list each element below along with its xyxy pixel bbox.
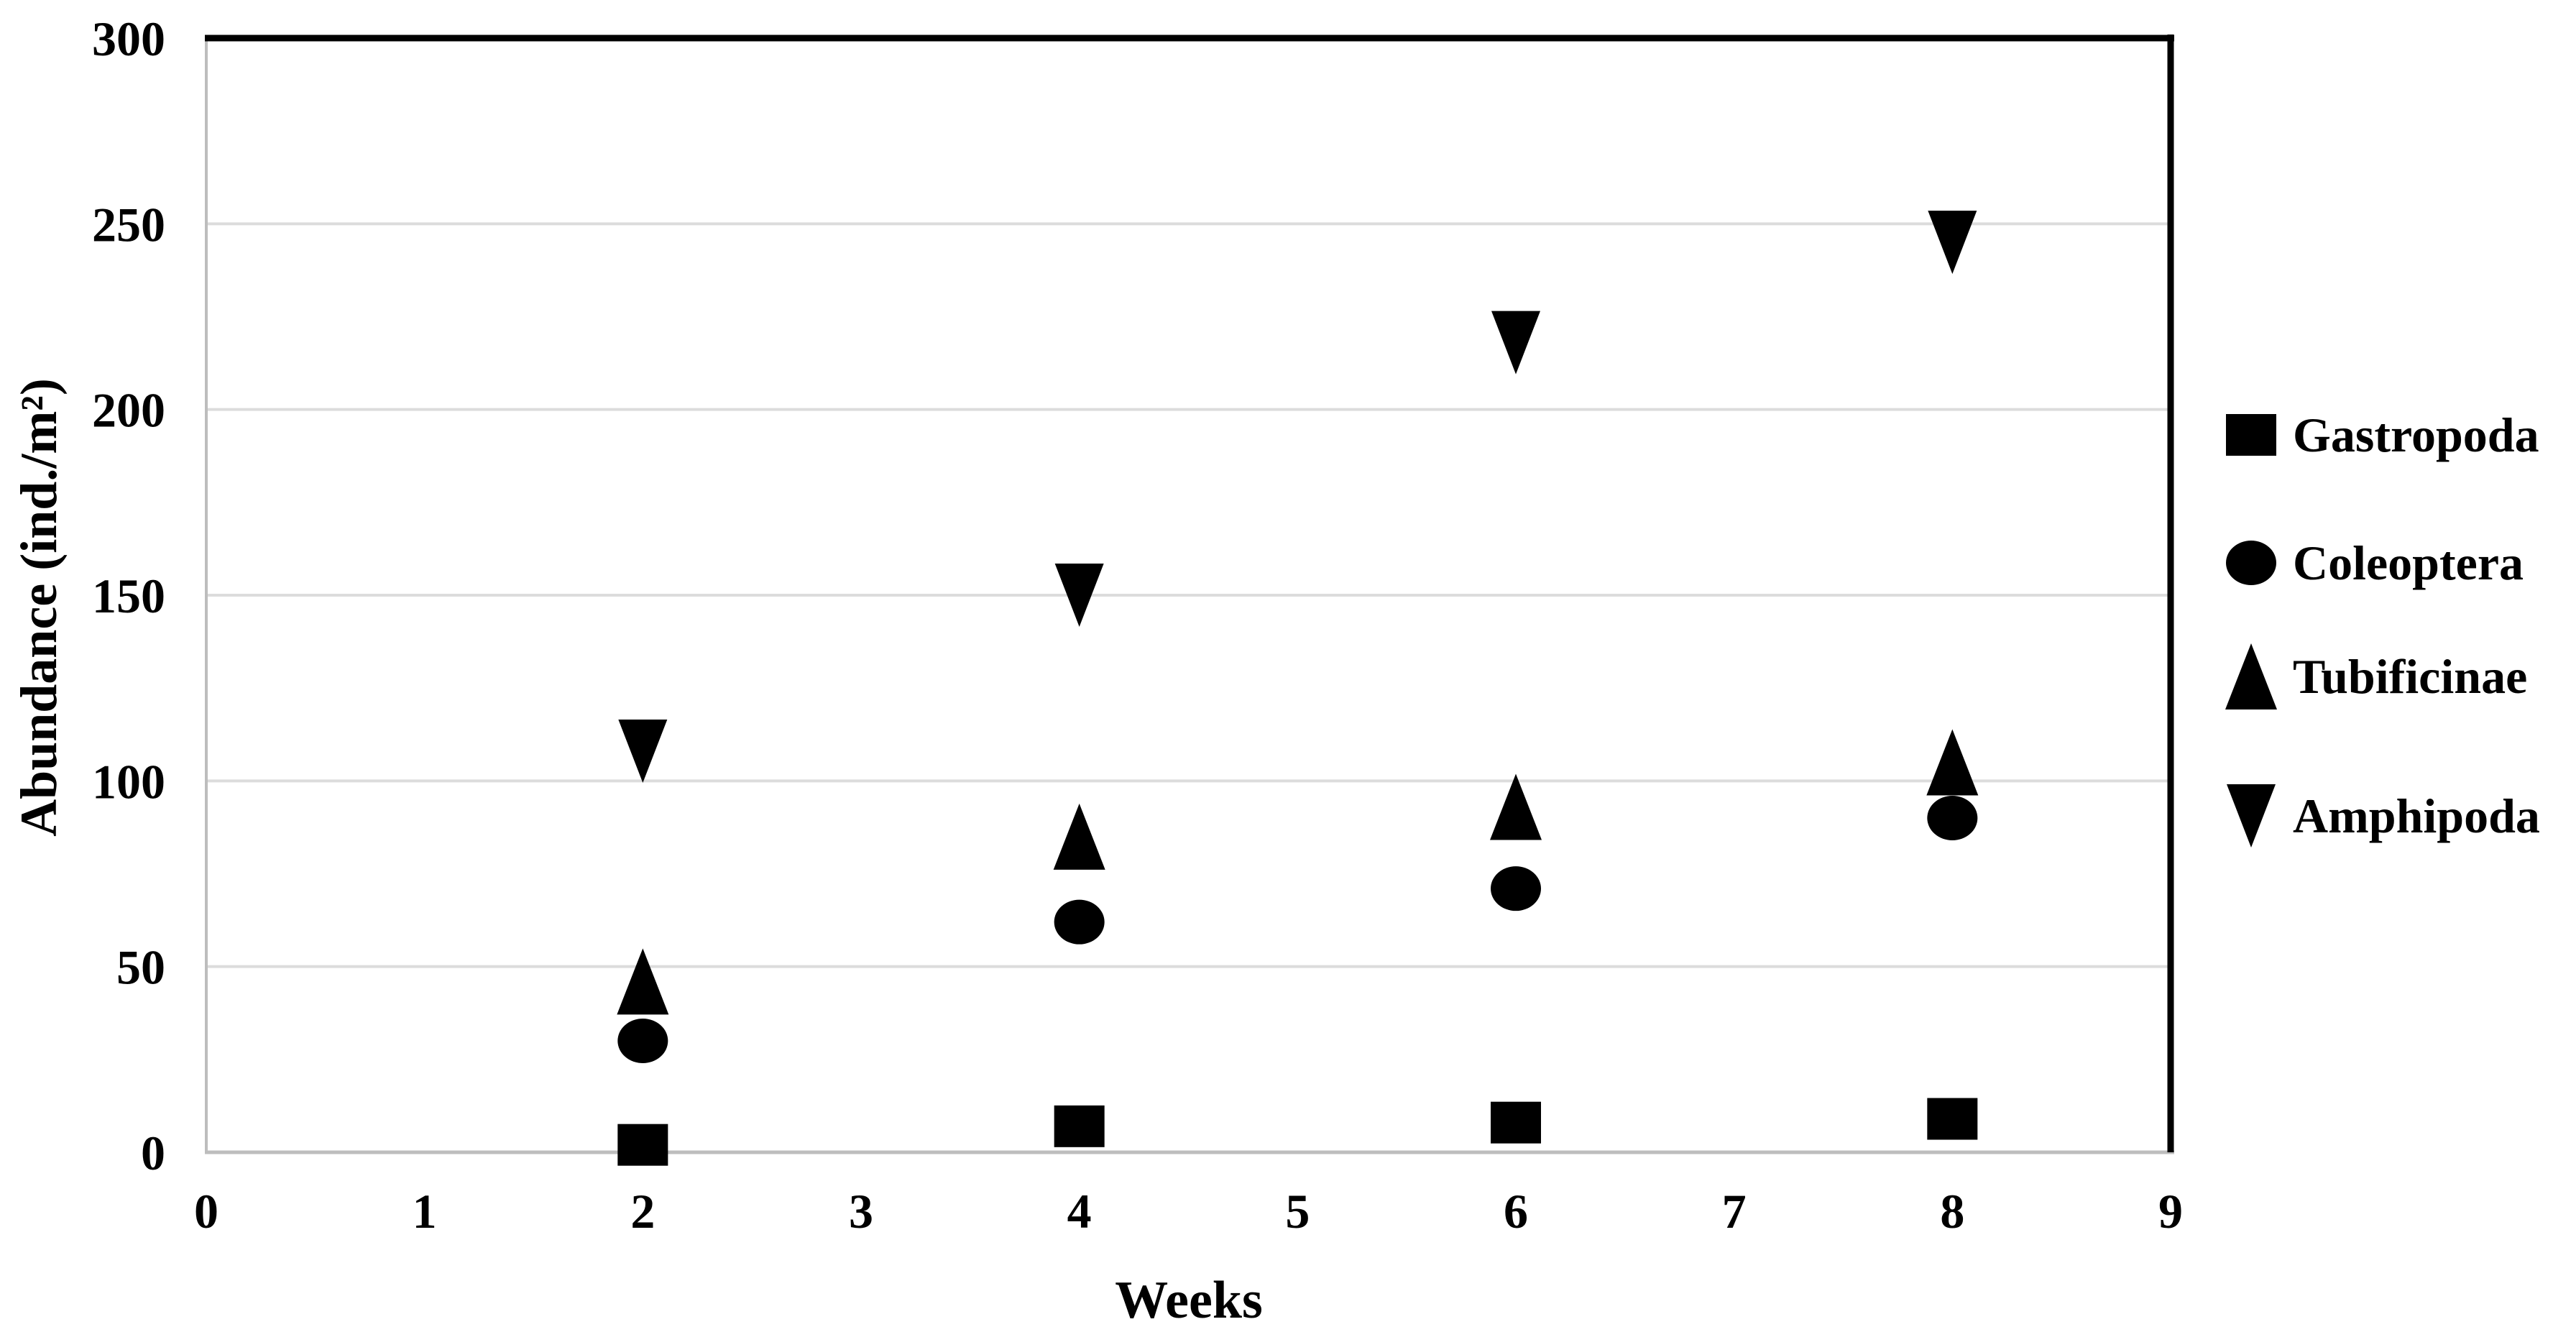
data-point-tubificinae-week-6 (1490, 773, 1542, 840)
triangle-down-marker-icon (2227, 784, 2276, 848)
y-tick-label-100: 100 (92, 754, 165, 809)
legend-label-coleoptera: Coleoptera (2293, 535, 2524, 590)
data-point-tubificinae-week-2 (617, 948, 669, 1015)
x-tick-label-6: 6 (1504, 1184, 1528, 1239)
x-tick-label-0: 0 (194, 1184, 218, 1239)
data-point-tubificinae-week-8 (1926, 729, 1979, 796)
x-axis-title: Weeks (1115, 1271, 1263, 1330)
y-tick-label-250: 250 (92, 197, 165, 252)
x-tick-label-1: 1 (413, 1184, 437, 1239)
x-tick-label-2: 2 (630, 1184, 655, 1239)
data-point-coleoptera-week-2 (617, 1019, 668, 1063)
y-axis-title: Abundance (ind./m²) (10, 378, 68, 837)
triangle-up-marker-glyph (2225, 643, 2277, 709)
legend-label-amphipoda: Amphipoda (2293, 788, 2540, 843)
y-tick-label-300: 300 (92, 12, 165, 66)
x-tick-label-7: 7 (1722, 1184, 1747, 1239)
data-point-amphipoda-week-8 (1928, 211, 1977, 275)
data-point-coleoptera-week-8 (1927, 796, 1978, 840)
y-tick-label-150: 150 (92, 569, 165, 623)
data-point-gastropoda-week-8 (1927, 1098, 1978, 1140)
data-point-tubificinae-week-4 (1053, 803, 1105, 870)
legend-item-coleoptera: Coleoptera (2214, 518, 2524, 607)
y-tick-label-0: 0 (141, 1126, 165, 1180)
data-point-amphipoda-week-4 (1054, 564, 1104, 627)
x-tick-label-5: 5 (1285, 1184, 1310, 1239)
legend-item-gastropoda: Gastropoda (2214, 390, 2539, 479)
data-point-amphipoda-week-2 (618, 720, 668, 783)
data-point-gastropoda-week-2 (617, 1124, 668, 1166)
triangle-up-marker-icon (2225, 643, 2277, 709)
square-marker-icon (2226, 414, 2276, 456)
triangle-down-marker-glyph (2227, 784, 2276, 848)
data-point-gastropoda-week-4 (1054, 1105, 1105, 1147)
data-point-coleoptera-week-4 (1054, 899, 1105, 945)
square-marker-glyph (2226, 414, 2276, 456)
data-point-amphipoda-week-6 (1491, 311, 1540, 375)
data-point-gastropoda-week-6 (1491, 1101, 1541, 1144)
x-tick-label-4: 4 (1067, 1184, 1092, 1239)
legend-item-tubificinae: Tubificinae (2214, 632, 2527, 721)
x-tick-label-3: 3 (849, 1184, 873, 1239)
legend-label-tubificinae: Tubificinae (2293, 648, 2528, 704)
legend-label-gastropoda: Gastropoda (2293, 407, 2539, 462)
circle-marker-icon (2226, 541, 2276, 585)
y-tick-label-200: 200 (92, 383, 165, 438)
y-tick-label-50: 50 (116, 940, 165, 995)
legend-item-amphipoda: Amphipoda (2214, 771, 2540, 860)
x-tick-label-8: 8 (1940, 1184, 1964, 1239)
circle-marker-glyph (2226, 541, 2276, 585)
data-point-coleoptera-week-6 (1491, 866, 1541, 911)
x-tick-label-9: 9 (2158, 1184, 2183, 1239)
